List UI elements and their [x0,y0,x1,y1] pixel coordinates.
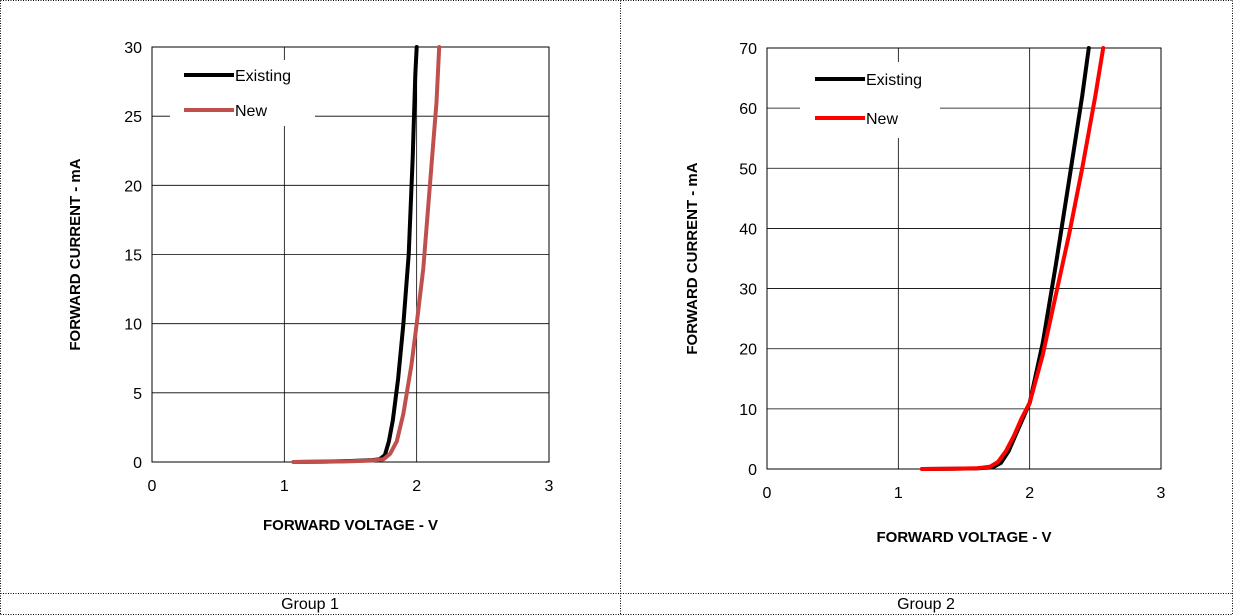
y-tick-label: 20 [739,342,757,359]
y-tick-label: 10 [739,402,757,419]
legend-box [800,62,940,138]
legend-box [170,60,315,126]
legend-label-new: New [235,103,267,120]
x-axis-label: FORWARD VOLTAGE - V [263,517,438,534]
y-tick-label: 0 [748,462,757,479]
x-tick-label: 2 [1025,485,1034,502]
x-tick-label: 0 [763,485,772,502]
y-tick-label: 5 [133,386,142,403]
y-tick-label: 30 [739,282,757,299]
legend-label-new: New [866,111,898,128]
y-axis-label: FORWARD CURRENT - mA [67,158,84,350]
caption-group-2: Group 2 [897,596,955,613]
y-axis-label: FORWARD CURRENT - mA [684,162,701,354]
x-tick-label: 3 [545,478,554,495]
y-tick-label: 50 [739,161,757,178]
y-tick-label: 60 [739,101,757,118]
x-tick-label: 1 [280,478,289,495]
x-tick-label: 0 [148,478,157,495]
y-tick-label: 70 [739,41,757,58]
y-tick-label: 40 [739,221,757,238]
x-tick-label: 2 [412,478,421,495]
x-tick-label: 1 [894,485,903,502]
y-tick-label: 10 [124,317,142,334]
y-tick-label: 15 [124,248,142,265]
x-tick-label: 3 [1157,485,1166,502]
y-tick-label: 30 [124,40,142,57]
chart-group-1: 0 5 10 15 20 25 30 0 1 2 3 FORWARD VOLTAGE - V FORWA… [67,40,554,534]
x-axis-label: FORWARD VOLTAGE - V [877,529,1052,546]
chart-group-2: 0 10 20 30 40 50 60 70 0 1 2 3 FORWARD VOLTAGE - V FO… [684,41,1166,546]
y-tick-label: 20 [124,178,142,195]
series-line-new [291,45,442,464]
legend-label-existing: Existing [866,72,922,89]
caption-group-1: Group 1 [281,596,339,613]
y-tick-label: 0 [133,455,142,472]
y-tick-label: 25 [124,109,142,126]
legend-label-existing: Existing [235,68,291,85]
series-line-new [920,46,1106,471]
